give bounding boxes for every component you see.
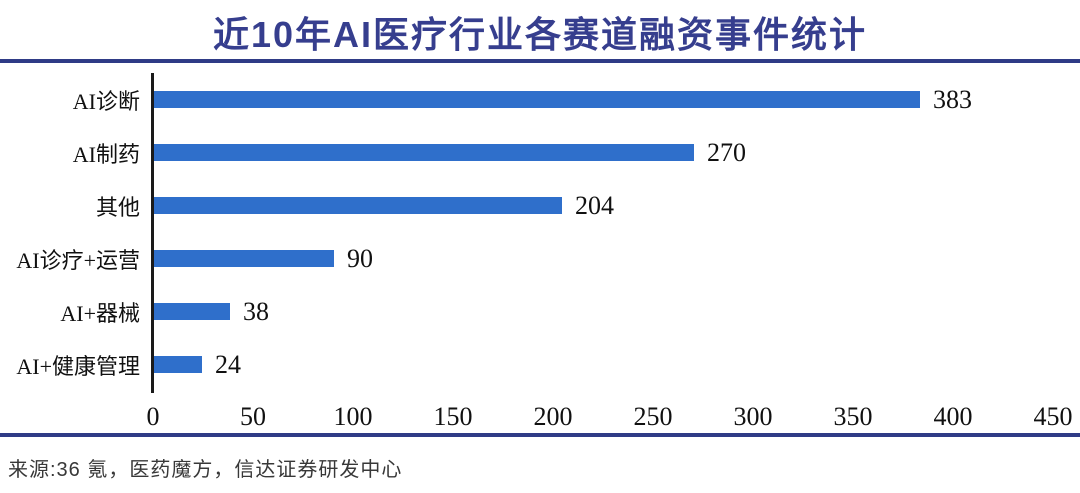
value-label: 204 bbox=[575, 190, 614, 220]
bar bbox=[154, 250, 334, 267]
value-label: 383 bbox=[933, 84, 972, 114]
x-axis-ticks: 0 50 100 150 200 250 300 350 400 450 bbox=[0, 402, 1080, 434]
bar-row: AI诊疗+运营 90 bbox=[0, 232, 1080, 285]
category-label: 其他 bbox=[95, 194, 140, 220]
bar-rows: AI诊断 383 AI制药 270 其他 204 AI诊疗+运营 90 AI+器械 38 AI+健康… bbox=[0, 73, 1080, 391]
title-divider bbox=[0, 59, 1080, 63]
x-tick-label: 200 bbox=[533, 402, 573, 431]
category-label: AI诊断 bbox=[72, 88, 140, 114]
bar-row: AI+健康管理 24 bbox=[0, 338, 1080, 391]
x-tick-label: 150 bbox=[433, 402, 473, 431]
category-label: AI制药 bbox=[72, 141, 140, 167]
value-label: 38 bbox=[243, 296, 269, 326]
x-tick-label: 100 bbox=[333, 402, 373, 431]
bar-row: AI+器械 38 bbox=[0, 285, 1080, 338]
bar bbox=[154, 303, 230, 320]
bar bbox=[154, 144, 694, 161]
x-tick-label: 350 bbox=[833, 402, 873, 431]
value-label: 24 bbox=[215, 349, 241, 379]
value-label: 270 bbox=[707, 137, 746, 167]
source-note: 来源:36 氪，医药魔方，信达证券研发中心 bbox=[8, 459, 403, 481]
x-tick-label: 400 bbox=[933, 402, 973, 431]
bar bbox=[154, 91, 920, 108]
category-label: AI+健康管理 bbox=[16, 353, 140, 379]
value-label: 90 bbox=[347, 243, 373, 273]
x-tick-label: 250 bbox=[633, 402, 673, 431]
bar bbox=[154, 197, 562, 214]
x-tick-label: 50 bbox=[240, 402, 266, 431]
bar-chart-plot-area: AI诊断 383 AI制药 270 其他 204 AI诊疗+运营 90 AI+器械 38 AI+健康… bbox=[0, 73, 1080, 433]
footer-divider bbox=[0, 433, 1080, 437]
bar-row: AI诊断 383 bbox=[0, 73, 1080, 126]
chart-title: 近10年AI医疗行业各赛道融资事件统计 bbox=[212, 14, 868, 55]
category-label: AI诊疗+运营 bbox=[16, 247, 140, 273]
bar-row: AI制药 270 bbox=[0, 126, 1080, 179]
x-tick-label: 450 bbox=[1033, 402, 1073, 431]
bar bbox=[154, 356, 202, 373]
category-label: AI+器械 bbox=[60, 300, 140, 326]
x-tick-label: 300 bbox=[733, 402, 773, 431]
y-axis-line bbox=[151, 73, 154, 393]
x-tick-label: 0 bbox=[146, 402, 160, 431]
bar-row: 其他 204 bbox=[0, 179, 1080, 232]
